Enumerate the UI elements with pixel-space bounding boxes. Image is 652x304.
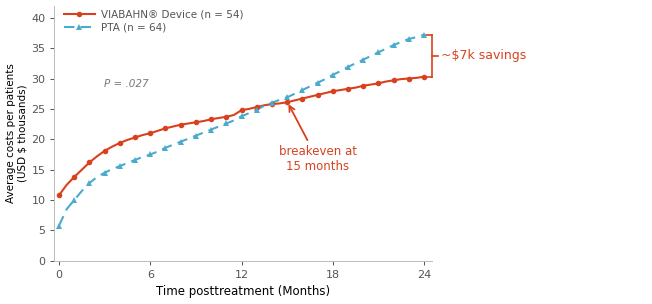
Legend: VIABAHN® Device (n = 54), PTA (n = 64): VIABAHN® Device (n = 54), PTA (n = 64): [60, 6, 248, 37]
Text: P = .027: P = .027: [104, 79, 148, 89]
Text: ~$7k savings: ~$7k savings: [441, 49, 526, 62]
X-axis label: Time posttreatment (Months): Time posttreatment (Months): [156, 285, 330, 299]
Text: breakeven at
15 months: breakeven at 15 months: [278, 106, 357, 173]
Y-axis label: Average costs per patients
(USD $ thousands): Average costs per patients (USD $ thousa…: [6, 63, 27, 203]
